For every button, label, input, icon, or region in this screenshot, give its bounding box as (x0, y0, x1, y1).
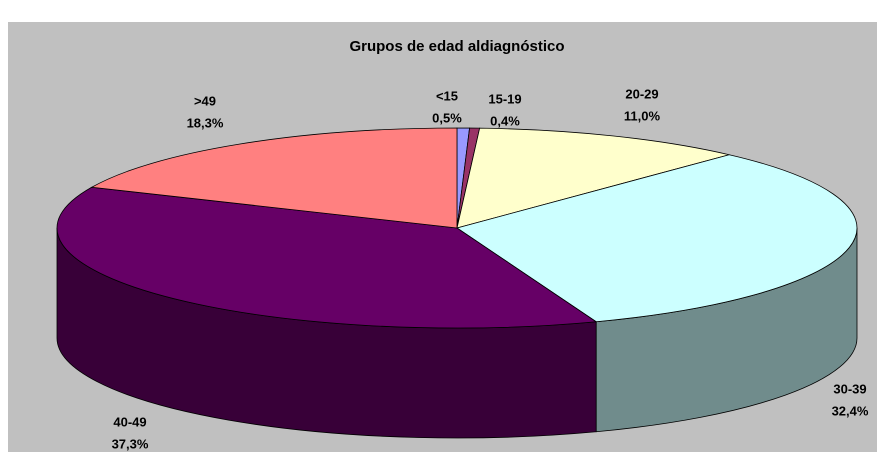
slice-label: <15 (436, 88, 458, 103)
slice-label: 30-39 (833, 381, 866, 396)
pie-slice (456, 127, 730, 229)
slice-value-label: 11,0% (624, 108, 661, 123)
slice-value-label: 32,4% (832, 403, 869, 418)
slice-label: 20-29 (625, 86, 658, 101)
chart-title: Grupos de edad aldiagnóstico (349, 38, 564, 55)
slice-label: 40-49 (113, 414, 146, 429)
slice-label: 15-19 (488, 91, 521, 106)
slice-value-label: 37,3% (112, 436, 149, 451)
slice-label: >49 (194, 93, 216, 108)
pie-slice (456, 154, 858, 323)
slice-value-label: 18,3% (187, 115, 224, 130)
slice-value-label: 0,4% (490, 113, 520, 128)
pie-slice (90, 127, 458, 229)
pie-slice (56, 186, 598, 329)
pie-tops (56, 127, 858, 329)
slice-value-label: 0,5% (432, 110, 462, 125)
